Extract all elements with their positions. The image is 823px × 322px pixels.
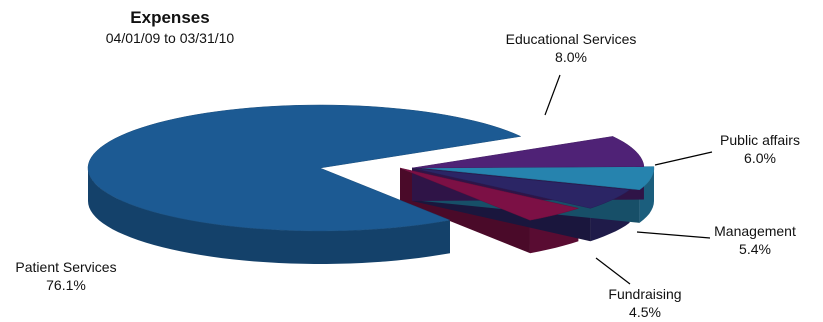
label-patient-services: Patient Services 76.1% [6,258,126,294]
leader-line [636,231,711,239]
label-name: Educational Services [505,31,637,47]
slice-side [88,168,450,264]
label-name: Patient Services [15,259,117,275]
leader-line [544,74,561,116]
slice-side [639,168,654,223]
slice-patient-services [87,104,522,232]
label-value: 8.0% [555,49,587,65]
label-name: Fundraising [608,286,682,302]
label-name: Management [714,223,796,239]
pie-tops [87,104,655,232]
leader-line [654,151,713,166]
leader-line [595,257,631,285]
label-value: 6.0% [744,150,776,166]
slice-educational-services [411,136,645,169]
label-fundraising: Fundraising 4.5% [590,285,700,321]
slice-fundraising [399,167,580,221]
chart-subtitle: 04/01/09 to 03/31/10 [105,30,235,46]
slice-management [411,167,631,209]
label-public-affairs: Public affairs 6.0% [705,131,815,167]
label-educational-services: Educational Services 8.0% [486,30,656,66]
label-value: 5.4% [739,241,771,257]
leader-lines [544,74,713,285]
label-value: 76.1% [46,277,86,293]
label-management: Management 5.4% [705,222,805,258]
label-value: 4.5% [629,304,661,320]
label-name: Public affairs [720,132,800,148]
slice-public-affairs [421,166,655,191]
chart-title: Expenses [130,8,210,27]
